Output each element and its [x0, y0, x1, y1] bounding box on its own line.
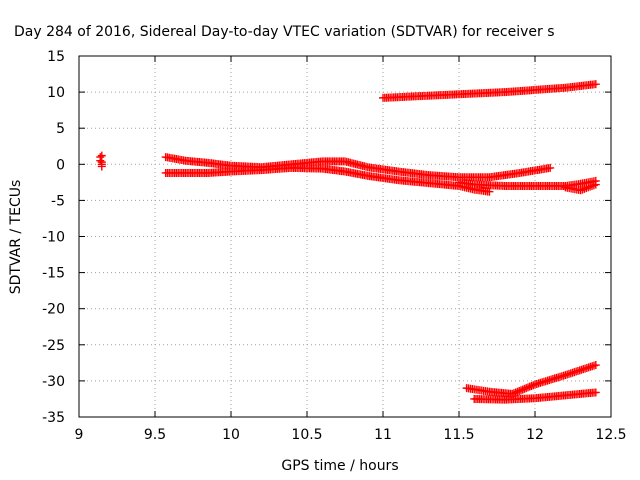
y-tick-label: -10 — [42, 230, 65, 246]
data-point — [586, 182, 595, 191]
y-tick-labels: 15 10 5 0 -5 -10 -15 -20 -25 -30 -35 — [42, 49, 65, 426]
data-point — [523, 383, 532, 392]
x-tick-label: 10 — [222, 427, 240, 443]
x-tick-label: 11 — [374, 427, 392, 443]
x-tick-label: 11.5 — [443, 427, 474, 443]
x-tick-labels: 9 9.5 10 10.5 11 11.5 12 12.5 — [75, 427, 627, 443]
x-tick-label: 10.5 — [291, 427, 322, 443]
y-tick-label: 0 — [56, 157, 65, 173]
y-tick-label: -25 — [42, 338, 65, 354]
data-point — [576, 186, 585, 195]
y-tick-label: -5 — [51, 193, 65, 209]
data-point — [591, 361, 600, 370]
data-point — [96, 156, 105, 165]
series-right-hook — [561, 180, 600, 195]
data-point — [578, 185, 587, 194]
y-tick-label: 5 — [56, 121, 65, 137]
data-point — [513, 387, 522, 396]
data-point — [97, 158, 106, 167]
data-point — [529, 381, 538, 390]
x-tick-label: 12 — [526, 427, 544, 443]
y-tick-label: -20 — [42, 302, 65, 318]
data-point — [546, 163, 555, 172]
x-tick-label: 9 — [75, 427, 84, 443]
data-point — [591, 180, 600, 189]
y-axis-title: SDTVAR / TECUs — [8, 180, 24, 295]
series-main-track-b — [161, 163, 494, 196]
data-point — [582, 184, 591, 193]
data-point — [525, 382, 534, 391]
series-upper-track — [379, 80, 600, 102]
data-point — [511, 388, 520, 397]
y-tick-label: -30 — [42, 374, 65, 390]
axis-ticks — [78, 55, 612, 418]
data-point — [584, 183, 593, 192]
data-point — [485, 187, 494, 196]
data-points — [96, 80, 600, 404]
x-tick-label: 9.5 — [144, 427, 166, 443]
data-point — [589, 181, 598, 190]
series-isolated-cluster — [96, 151, 106, 171]
data-point — [516, 386, 525, 395]
data-point — [591, 388, 600, 397]
grid — [79, 56, 611, 417]
chart-title: Day 284 of 2016, Sidereal Day-to-day VTE… — [14, 24, 555, 40]
data-point — [520, 384, 529, 393]
y-tick-label: -35 — [42, 410, 65, 426]
y-tick-label: 10 — [47, 85, 65, 101]
x-axis-title: GPS time / hours — [281, 458, 398, 474]
data-point — [515, 387, 524, 396]
series-bottom-track-upper — [462, 361, 600, 398]
x-tick-label: 12.5 — [595, 427, 626, 443]
data-point — [580, 184, 589, 193]
data-point — [522, 384, 531, 393]
series-bottom-track-lower — [470, 388, 600, 404]
data-point — [527, 381, 536, 390]
y-tick-label: -15 — [42, 266, 65, 282]
data-point — [518, 385, 527, 394]
data-point — [588, 181, 596, 190]
y-tick-label: 15 — [47, 49, 65, 65]
data-point — [591, 80, 600, 89]
